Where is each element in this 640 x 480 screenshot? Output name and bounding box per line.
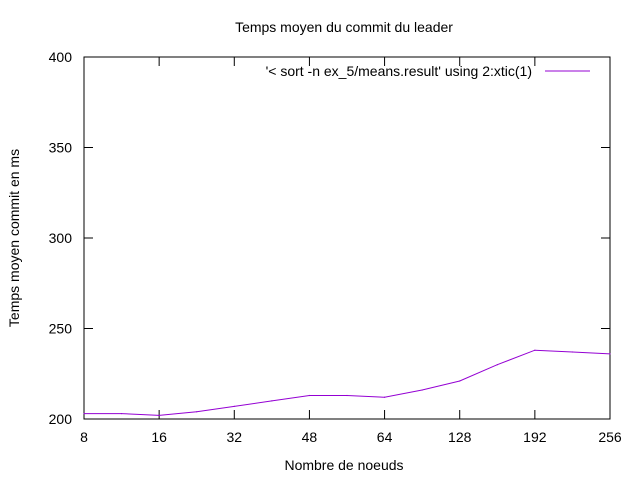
x-tick-label: 128 bbox=[448, 429, 472, 445]
y-tick-label: 400 bbox=[49, 49, 73, 65]
series-layer bbox=[83, 349, 611, 416]
data-point bbox=[571, 351, 574, 353]
x-tick-label: 32 bbox=[226, 429, 242, 445]
data-point bbox=[158, 414, 160, 416]
data-point bbox=[496, 364, 498, 366]
y-tick-label: 300 bbox=[49, 230, 73, 246]
y-tick-label: 350 bbox=[49, 140, 73, 156]
data-point bbox=[459, 380, 461, 382]
data-point bbox=[421, 389, 423, 391]
data-point bbox=[346, 394, 348, 397]
data-point bbox=[308, 394, 311, 397]
x-tick-label: 192 bbox=[523, 429, 547, 445]
x-axis-label: Nombre de noeuds bbox=[284, 457, 403, 473]
x-tick-label: 8 bbox=[80, 429, 88, 445]
x-axis-ticks: 8 16 32 48 64 128 192 256 bbox=[80, 57, 622, 445]
y-tick-label: 200 bbox=[49, 411, 73, 427]
data-point bbox=[196, 411, 198, 413]
legend-label: '< sort -n ex_5/means.result' using 2:xt… bbox=[266, 63, 532, 79]
y-axis-ticks: 200 250 300 350 400 bbox=[49, 49, 610, 427]
y-axis-label: Temps moyen commit en ms bbox=[6, 149, 22, 327]
data-point bbox=[534, 349, 536, 351]
x-tick-label: 16 bbox=[151, 429, 167, 445]
x-tick-label: 64 bbox=[377, 429, 393, 445]
x-tick-label: 256 bbox=[598, 429, 622, 445]
series-line bbox=[84, 349, 611, 416]
data-point bbox=[120, 412, 123, 415]
legend: '< sort -n ex_5/means.result' using 2:xt… bbox=[266, 63, 590, 79]
data-point bbox=[383, 396, 386, 398]
y-tick-label: 250 bbox=[49, 321, 73, 337]
chart-title: Temps moyen du commit du leader bbox=[235, 19, 453, 35]
data-point bbox=[609, 353, 611, 355]
x-tick-label: 48 bbox=[302, 429, 318, 445]
data-point bbox=[83, 412, 85, 415]
data-point bbox=[233, 405, 235, 407]
data-point bbox=[271, 400, 273, 402]
plot-area bbox=[83, 56, 611, 420]
